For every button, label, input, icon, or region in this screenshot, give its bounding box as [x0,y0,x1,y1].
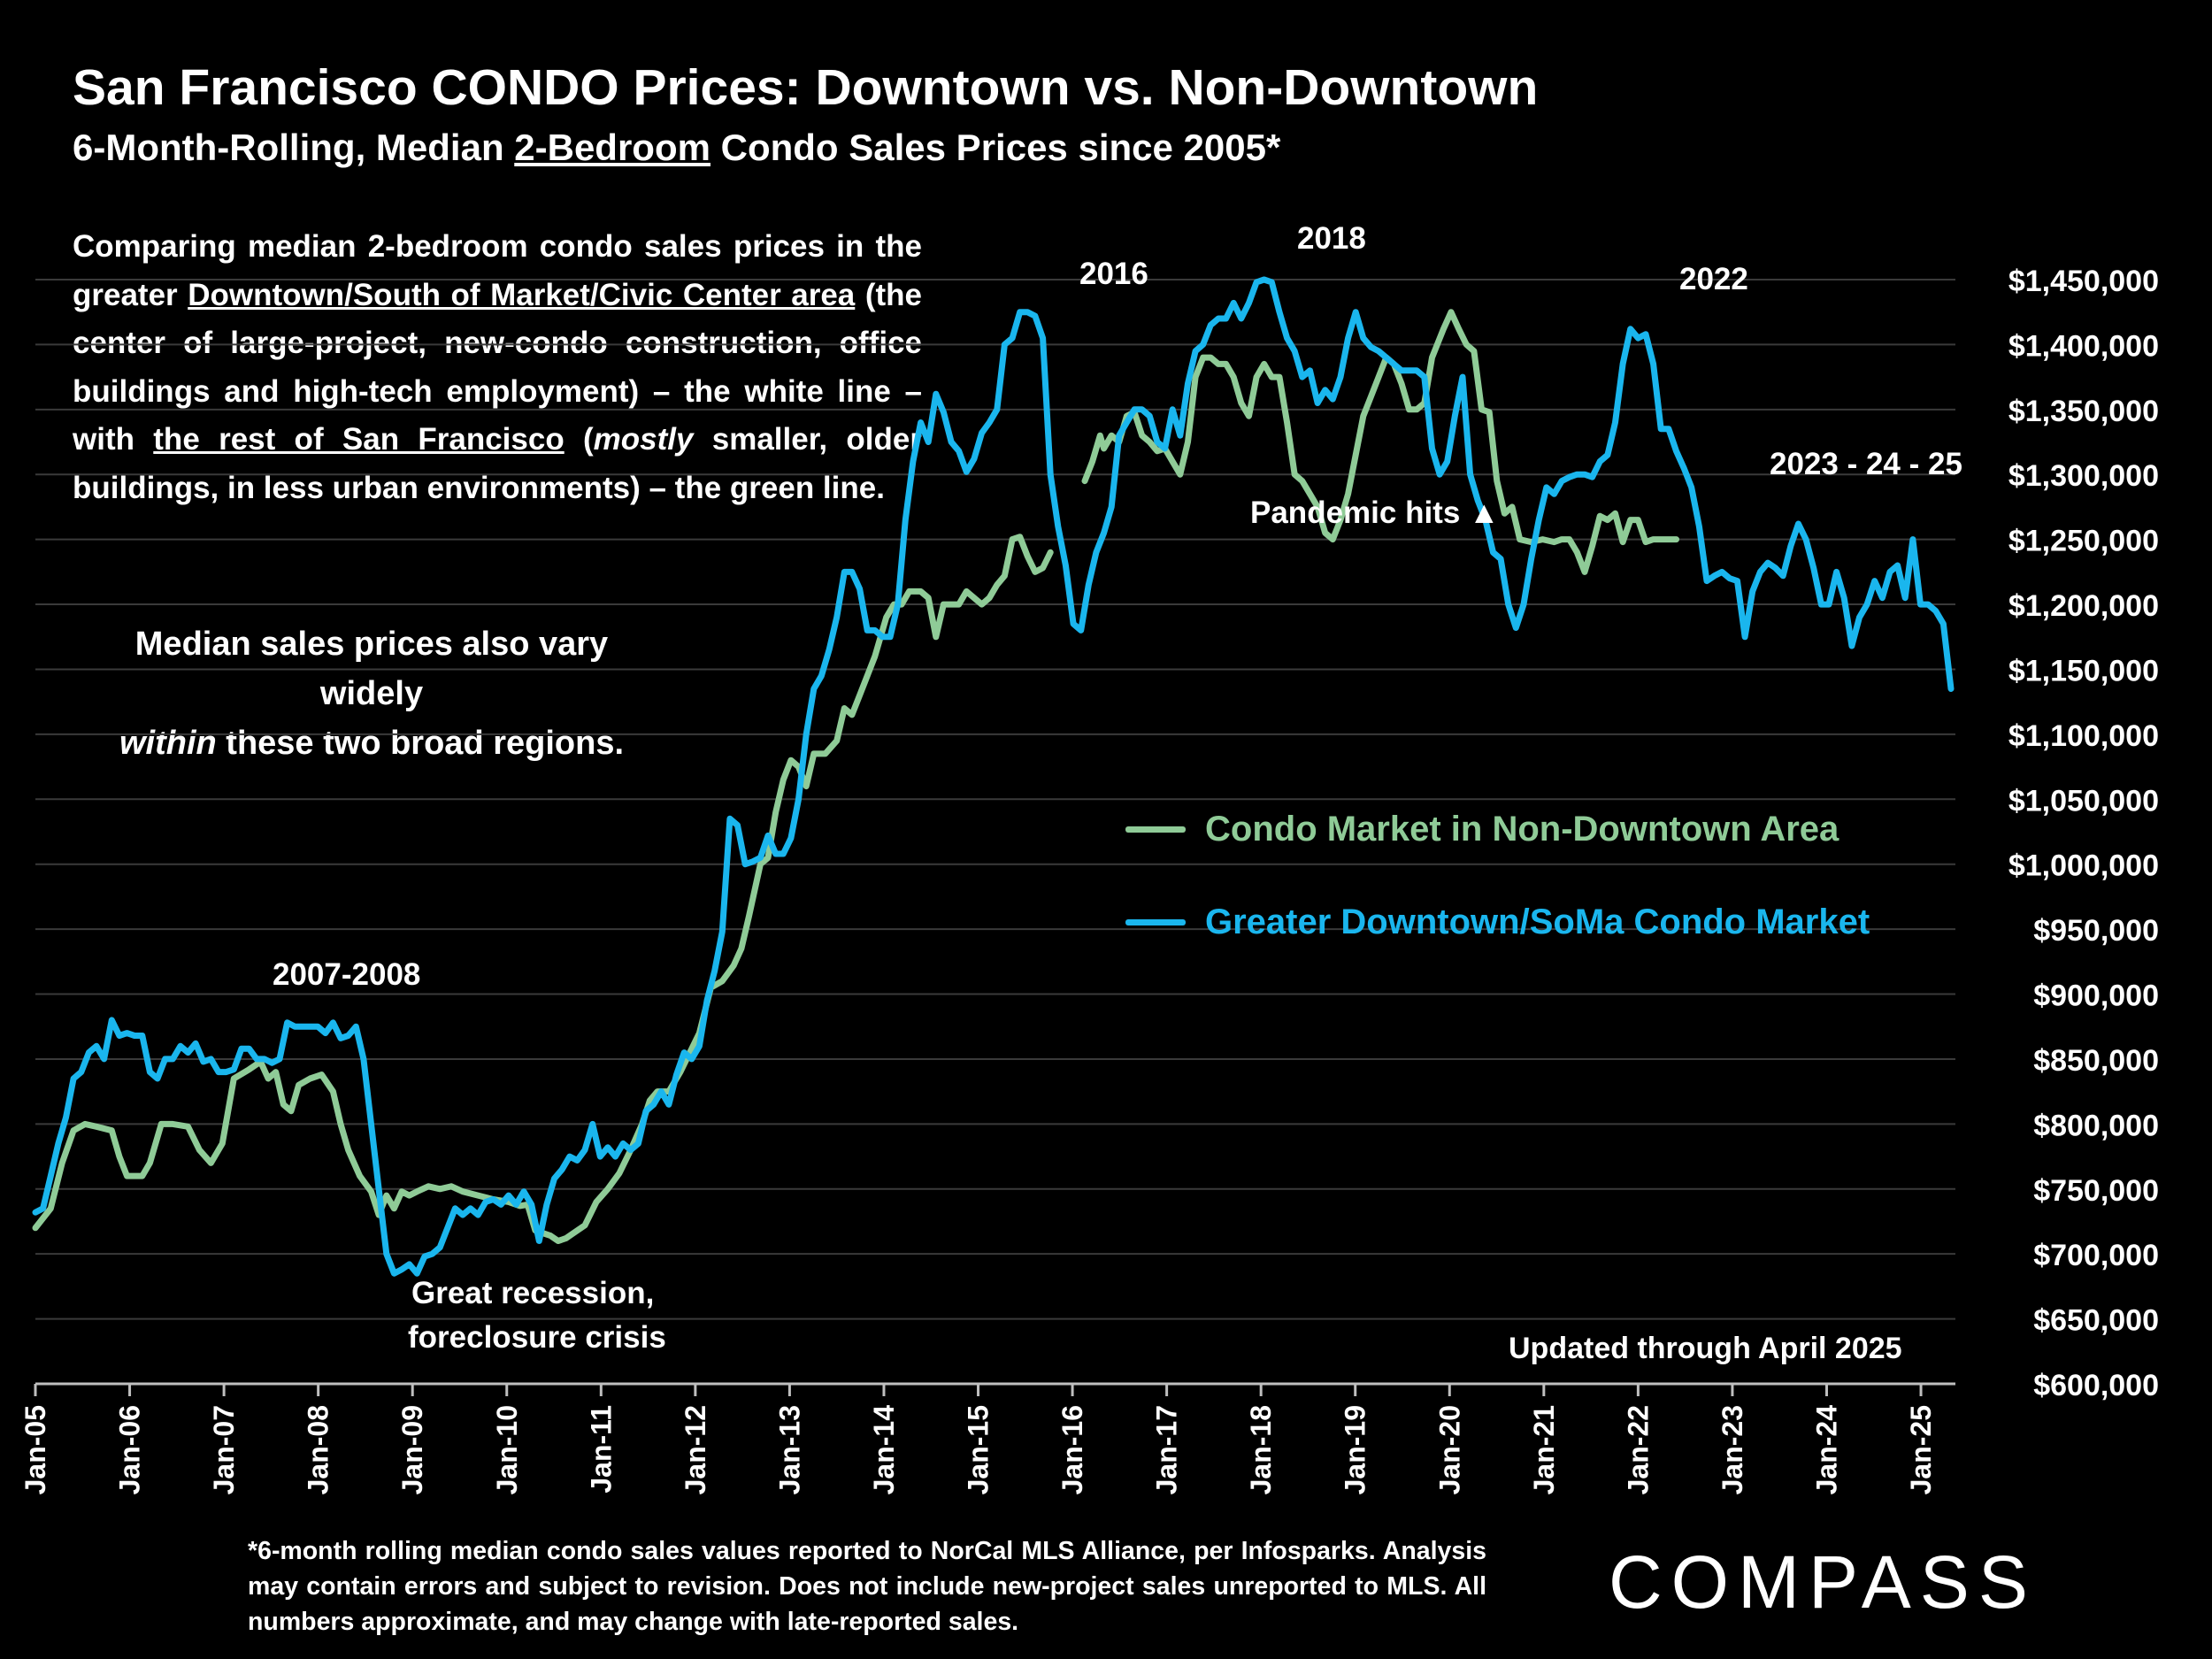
legend-green-label: Condo Market in Non-Downtown Area [1205,810,1839,849]
y-tick-label: $1,100,000 [2008,719,2159,753]
y-tick-label: $1,200,000 [2008,589,2159,623]
desc-p1: Comparing median 2-bedroom condo sales p… [73,229,922,312]
desc-rest-of-sf: the rest of San Francisco [153,422,565,457]
y-tick-label: $1,000,000 [2008,849,2159,883]
x-tick-label: Jan-09 [396,1405,428,1494]
annotation-2018: 2018 [1297,221,1366,256]
x-tick-label: Jan-13 [773,1405,805,1494]
x-tick-label: Jan-14 [868,1405,900,1495]
x-tick-label: Jan-16 [1056,1405,1088,1494]
y-tick-label: $900,000 [2033,979,2159,1013]
x-tick-label: Jan-07 [208,1405,240,1494]
x-tick-label: Jan-20 [1433,1405,1465,1494]
x-tick-label: Jan-25 [1905,1405,1937,1494]
annotation-2023-24-25: 2023 - 24 - 25 [1770,447,1962,481]
series-line [32,534,1054,1244]
subtitle-part-2: Condo Sales Prices since 2005* [710,127,1281,168]
y-tick-label: $800,000 [2033,1109,2159,1142]
x-tick-label: Jan-11 [585,1405,617,1494]
vary-note: Median sales prices also vary widely with… [106,619,637,768]
legend-green: Condo Market in Non-Downtown Area [1125,810,1839,849]
axes: $600,000 $650,000 $700,000 $750,000 $800,000… [19,265,2159,1494]
gridlines [35,279,1955,1320]
desc-p4: smaller, older buildings, in less urban … [73,422,922,505]
x-tick-label: Jan-18 [1245,1405,1277,1494]
x-tick-label: Jan-17 [1151,1405,1183,1494]
legend-blue-swatch [1125,919,1186,926]
y-tick-label: $850,000 [2033,1044,2159,1078]
chart-title: San Francisco CONDO Prices: Downtown vs.… [73,59,1539,116]
y-tick-label: $1,350,000 [2008,395,2159,428]
y-tick-label: $1,300,000 [2008,459,2159,493]
y-tick-label: $950,000 [2033,914,2159,948]
annotation-2022: 2022 [1679,262,1748,296]
y-tick-label: $1,450,000 [2008,265,2159,298]
desc-em: mostly [593,422,694,457]
desc-p3: ( [564,422,594,457]
legend-green-swatch [1125,826,1186,833]
subtitle-underlined: 2-Bedroom [514,127,710,168]
x-tick-label: Jan-23 [1717,1405,1748,1494]
x-tick-label: Jan-15 [963,1405,995,1494]
y-tick-label: $750,000 [2033,1174,2159,1208]
desc-downtown-region: Downtown/South of Market/Civic Center ar… [188,277,856,312]
annotation-recession-line1: Great recession, [411,1276,655,1310]
y-tick-label: $600,000 [2033,1369,2159,1402]
legend-blue: Greater Downtown/SoMa Condo Market [1125,902,1870,942]
annotation-recession-line2: foreclosure crisis [408,1320,666,1355]
description-text: Comparing median 2-bedroom condo sales p… [73,223,922,512]
y-tick-label: $1,150,000 [2008,654,2159,687]
updated-note: Updated through April 2025 [1509,1332,1902,1365]
y-tick-label: $700,000 [2033,1239,2159,1272]
y-tick-label: $1,250,000 [2008,525,2159,558]
vary-line1: Median sales prices also vary widely [134,626,609,712]
annotation-pandemic: Pandemic hits ▲ [1250,495,1500,530]
series-line [1081,309,1679,575]
vary-line2: these two broad regions. [216,725,625,762]
chart-subtitle: 6-Month-Rolling, Median 2-Bedroom Condo … [73,127,1280,169]
subtitle-part-1: 6-Month-Rolling, Median [73,127,515,168]
compass-logo: COMPASS [1609,1540,2037,1624]
legend-blue-label: Greater Downtown/SoMa Condo Market [1205,902,1870,941]
x-tick-label: Jan-08 [303,1405,334,1494]
footnote: *6-month rolling median condo sales valu… [248,1537,1486,1636]
x-tick-label: Jan-19 [1340,1405,1371,1494]
series-line [32,276,1955,1277]
y-tick-label: $1,050,000 [2008,784,2159,818]
x-tick-label: Jan-21 [1528,1405,1560,1494]
vary-em: within [119,725,217,762]
x-tick-label: Jan-22 [1622,1405,1654,1494]
desc-p2: (the center of large-project, new-condo … [73,277,922,457]
x-tick-label: Jan-12 [680,1405,711,1494]
x-tick-label: Jan-24 [1810,1405,1842,1495]
x-tick-label: Jan-06 [114,1405,146,1494]
annotation-2016: 2016 [1079,257,1148,291]
plot-lines [32,276,1955,1277]
y-tick-label: $650,000 [2033,1304,2159,1338]
x-tick-label: Jan-05 [19,1405,51,1494]
x-tick-label: Jan-10 [491,1405,523,1494]
annotation-2007-2008: 2007-2008 [273,957,421,992]
y-tick-label: $1,400,000 [2008,329,2159,363]
